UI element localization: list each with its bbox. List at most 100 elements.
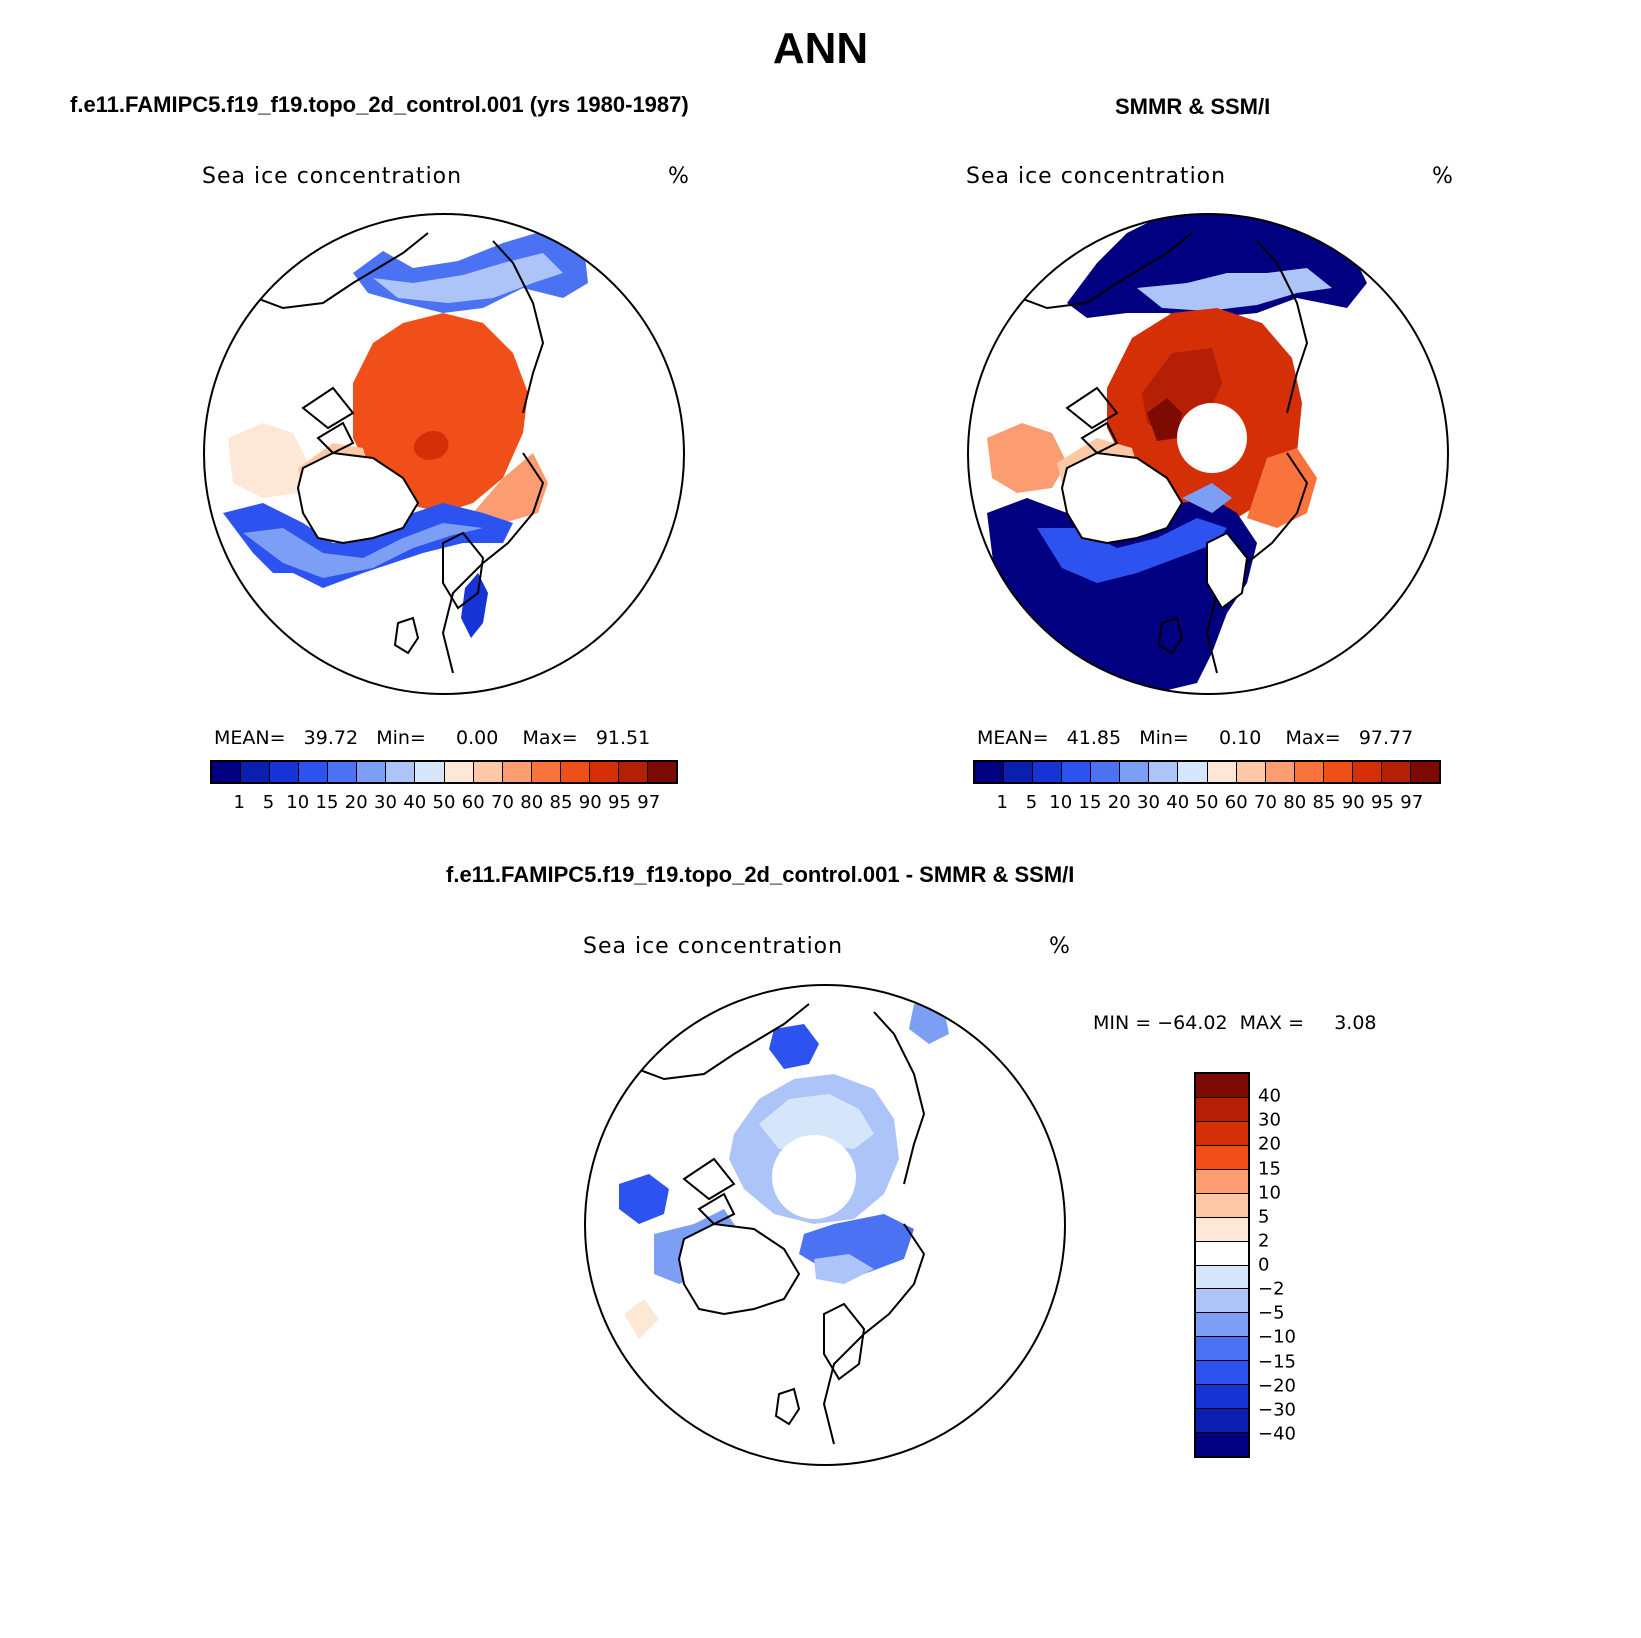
panel2-colorbar-tick-label: 40	[1166, 792, 1190, 813]
panel1-coast-europe	[441, 452, 545, 674]
panel1-colorbar-swatch	[647, 762, 676, 782]
panel2-colorbar-swatch	[975, 762, 1005, 782]
panel3-max-value: 3.08	[1334, 1012, 1377, 1034]
panel2-colorbar-tick-label: 60	[1224, 792, 1248, 813]
panel3-colorbar-tick-label: −2	[1258, 1278, 1285, 1300]
panel1-colorbar-swatch	[473, 762, 503, 782]
panel2-max-value: 97.77	[1358, 727, 1414, 749]
panel3-colorbar-swatch	[1196, 1241, 1248, 1266]
panel2-colorbar-swatch	[1236, 762, 1266, 782]
panel1-colorbar-swatch	[618, 762, 648, 782]
panel2-colorbar-tick-label: 10	[1049, 792, 1073, 813]
panel1-units-label: %	[668, 164, 690, 189]
panel3-colorbar-swatch	[1196, 1361, 1248, 1386]
panel1-colorbar-tick-label: 60	[461, 792, 485, 813]
panel3-colorbar-tick-label: −5	[1258, 1302, 1285, 1324]
panel2-colorbar-tick-label: 80	[1283, 792, 1307, 813]
panel1-colorbar-tick-label: 90	[578, 792, 602, 813]
panel3-min-value: −64.02	[1157, 1012, 1228, 1034]
panel1-min-label: Min=	[376, 727, 426, 749]
panel3-colorbar-tick-label: 5	[1258, 1206, 1270, 1228]
panel3-colorbar	[1194, 1072, 1250, 1458]
panel3-colorbar-swatch	[1196, 1097, 1248, 1122]
panel1-max-label: Max=	[522, 727, 578, 749]
panel1-colorbar-swatch	[415, 762, 445, 782]
panel2-greenland	[1060, 451, 1184, 545]
panel1-colorbar-tick-label: 15	[315, 792, 339, 813]
panel2-colorbar-tick-label: 70	[1254, 792, 1277, 813]
panel1-colorbar-swatch	[589, 762, 619, 782]
panel1-ice-labrador-edge	[243, 523, 483, 578]
panel2-coast-siberia	[1256, 240, 1309, 414]
panel2-colorbar-swatch	[1323, 762, 1353, 782]
panel2-colorbar-swatch	[1062, 762, 1092, 782]
panel2-colorbar-swatch	[1149, 762, 1179, 782]
panel1-colorbar-swatch	[212, 762, 242, 782]
panel3-colorbar-tick-label: −10	[1258, 1326, 1296, 1348]
panel2-ice-hudson	[987, 423, 1067, 493]
panel2-colorbar-tick-label: 97	[1400, 792, 1424, 813]
panel2-ice-pacific-edge	[1137, 268, 1332, 311]
panel1-colorbar-tick-label: 5	[262, 792, 275, 813]
panel1-colorbar-ticks: 1 5 10 15 20 30 40 50 60 70 80 85 90 95 97	[210, 792, 678, 814]
panel3-case-title: f.e11.FAMIPC5.f19_f19.topo_2d_control.00…	[446, 862, 1075, 887]
panel2-colorbar-swatch	[1120, 762, 1150, 782]
panel2-colorbar-tick-label: 5	[1025, 792, 1038, 813]
panel1-colorbar-swatch	[299, 762, 329, 782]
panel3-coast-scandinavia	[823, 1302, 866, 1381]
panel3-colorbar-ticks: 40 30 20 15 10 5 2 0 −2 −5 −10 −15 −20 −30 −40	[1258, 1072, 1338, 1458]
panel2-ice-greenland-sea	[1182, 483, 1232, 513]
panel1-colorbar-tick-label: 20	[344, 792, 368, 813]
panel2-ice-dark-core	[1147, 398, 1182, 441]
panel1-colorbar-tick-label: 70	[491, 792, 514, 813]
panel1-variable-label: Sea ice concentration	[202, 164, 463, 189]
panel3-colorbar-swatch	[1196, 1313, 1248, 1338]
panel2-colorbar-tick-label: 90	[1341, 792, 1365, 813]
panel1-ice-central-core	[413, 430, 449, 460]
panel1-mean-value: 39.72	[303, 727, 359, 749]
panel2-coast-scandinavia	[1206, 531, 1249, 610]
panel1-colorbar-swatch	[386, 762, 416, 782]
panel2-colorbar-swatch	[1352, 762, 1382, 782]
panel2-colorbar-tick-label: 30	[1137, 792, 1160, 813]
panel1-polar-map	[203, 213, 685, 695]
panel3-colorbar-tick-label: 0	[1258, 1254, 1270, 1276]
panel1-coast-archipelago	[301, 386, 355, 455]
panel1-colorbar-tick-label: 97	[637, 792, 661, 813]
panel3-colorbar-tick-label: 10	[1258, 1182, 1281, 1204]
panel1-ice-marginal-east	[473, 453, 548, 523]
panel1-ice-baltic	[461, 573, 488, 638]
panel2-polar-map	[967, 213, 1449, 695]
panel2-min-value: 0.10	[1219, 727, 1262, 749]
panel1-coast-siberia	[492, 240, 545, 414]
panel2-colorbar-swatch	[1410, 762, 1439, 782]
page-title: ANN	[772, 24, 869, 73]
panel2-colorbar-swatch	[1381, 762, 1411, 782]
panel3-colorbar-tick-label: 30	[1258, 1109, 1281, 1131]
panel2-mean-label: MEAN=	[977, 727, 1049, 749]
panel2-colorbar	[973, 760, 1441, 784]
panel3-coast-uk	[774, 1387, 801, 1426]
panel2-colorbar-swatch	[1294, 762, 1324, 782]
panel2-colorbar-swatch	[1178, 762, 1208, 782]
panel3-colorbar-swatch	[1196, 1121, 1248, 1146]
panel1-case-title: f.e11.FAMIPC5.f19_f19.topo_2d_control.00…	[70, 92, 689, 117]
panel3-coast-siberia	[873, 1011, 926, 1185]
panel2-colorbar-tick-label: 50	[1195, 792, 1219, 813]
panel3-diff-bering	[769, 1024, 819, 1069]
panel1-colorbar-tick-label: 50	[432, 792, 456, 813]
panel2-coast-uk	[1157, 616, 1184, 655]
panel3-colorbar-swatch	[1196, 1265, 1248, 1290]
panel1-coast-uk	[393, 616, 420, 655]
panel2-colorbar-swatch	[1265, 762, 1295, 782]
panel3-colorbar-tick-label: −20	[1258, 1375, 1296, 1397]
panel1-colorbar-swatch	[531, 762, 561, 782]
panel1-colorbar-tick-label: 1	[233, 792, 245, 813]
panel2-colorbar-tick-label: 15	[1078, 792, 1102, 813]
panel3-colorbar-swatch	[1196, 1385, 1248, 1410]
panel3-colorbar-swatch	[1196, 1409, 1248, 1434]
panel3-units-label: %	[1049, 934, 1071, 959]
panel2-variable-label: Sea ice concentration	[966, 164, 1227, 189]
panel3-coast-archipelago	[682, 1157, 736, 1226]
panel2-colorbar-swatch	[1207, 762, 1237, 782]
